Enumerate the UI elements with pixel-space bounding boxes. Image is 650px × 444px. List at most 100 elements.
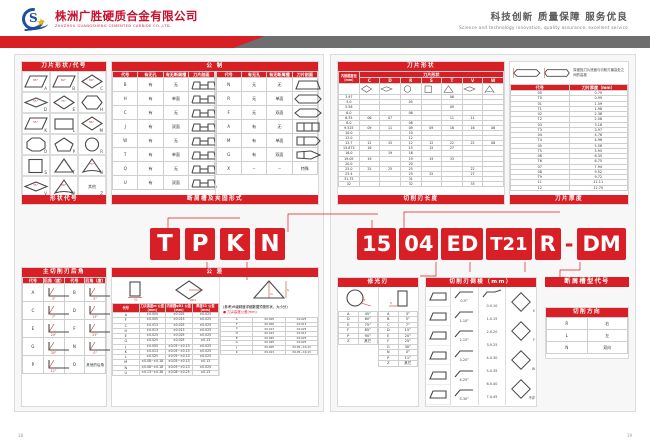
table-row[interactable]: F 85°	[338, 327, 378, 334]
shape-cell-k[interactable]: 55° K	[22, 113, 50, 134]
table-row[interactable]: T0 0.99	[510, 95, 628, 102]
table-row[interactable]: 12 12.70	[510, 184, 628, 191]
table-row[interactable]: E 75°	[338, 321, 378, 329]
code-block-t[interactable]: T	[150, 228, 180, 260]
table-row[interactable]: E 20°	[378, 332, 418, 340]
table-row[interactable]: C 7°	[378, 321, 418, 329]
table-row[interactable]: R 右	[546, 317, 628, 330]
table-row[interactable]: 02 2.38	[510, 111, 628, 118]
table-row[interactable]: T 有 单面	[111, 147, 217, 163]
table-row[interactable]: B 5°	[378, 316, 418, 324]
table-row[interactable]: R 无 单面	[215, 91, 322, 107]
chamfer-angle-item[interactable]: 3-20°	[451, 346, 478, 366]
edge-code-item[interactable]: F	[506, 316, 536, 345]
table-row[interactable]: 03 3.18	[510, 121, 628, 128]
table-row[interactable]: E 20° F 25°	[22, 319, 111, 339]
table-row[interactable]: Q 有 无	[111, 161, 217, 177]
table-row[interactable]: D 15°	[378, 327, 418, 334]
table-row[interactable]: T6 6.75	[510, 158, 628, 165]
table-row[interactable]: 06 6.35	[510, 153, 628, 160]
code-block-p[interactable]: P	[185, 228, 215, 260]
table-row[interactable]: 05 5.56	[510, 142, 628, 149]
table-row[interactable]: G 30° N 0°	[22, 337, 111, 357]
table-row[interactable]: 25.0 25 25 25 22	[338, 165, 504, 172]
chamfer-width-item[interactable]: 7-0.45	[486, 394, 498, 399]
code-block-15[interactable]: 15	[357, 228, 397, 260]
chamfer-width-item[interactable]: 1-0.15	[486, 316, 498, 321]
shape-cell-z[interactable]: 其他 Z	[78, 176, 106, 197]
chamfer-width-item[interactable]: 2-0.20	[486, 329, 498, 334]
table-row[interactable]: P 11° O 其他的后角	[22, 355, 106, 375]
table-row[interactable]: X -- -- 特殊	[215, 161, 319, 176]
shape-cell-w[interactable]: 80° W	[50, 176, 78, 197]
code-block-n[interactable]: N	[255, 228, 285, 260]
table-row[interactable]: 6.35 06 07 11 11	[338, 114, 504, 121]
edge-code-item[interactable]: W	[506, 345, 536, 374]
table-row[interactable]: L 左	[546, 329, 628, 342]
table-row[interactable]: T5 5.95	[510, 147, 628, 155]
table-row[interactable]: 25.4 25 25 27	[338, 170, 504, 177]
table-row[interactable]: 00 0.79	[510, 90, 628, 97]
chamfer-width-item[interactable]: 6-0.40	[486, 381, 498, 386]
chamfer-angle-item[interactable]: 5-30°	[451, 385, 478, 405]
table-row[interactable]: T9 9.72	[510, 174, 628, 181]
table-row[interactable]: 19.05 19 19 19 33	[338, 155, 504, 162]
chamfer-width-item[interactable]: 0-0.10	[486, 303, 498, 308]
table-row[interactable]: 07 7.94	[510, 163, 628, 170]
table-row[interactable]: 10.0 10	[338, 129, 504, 137]
table-row[interactable]: A 45°	[338, 310, 378, 318]
chamfer-width-item[interactable]: 4-0.30	[486, 355, 498, 360]
shape-cell-a[interactable]: 85° A	[22, 71, 50, 92]
table-row[interactable]: C ±0.013 ±0.025 ±0.025	[112, 322, 220, 329]
code-block-04[interactable]: 04	[399, 228, 439, 260]
table-row[interactable]: B 有 无	[111, 77, 217, 93]
shape-cell-p[interactable]: P	[50, 134, 78, 155]
chamfer-width-item[interactable]: 5-0.35	[486, 368, 498, 373]
table-row[interactable]: J 有 双面	[111, 119, 217, 135]
table-row[interactable]: T3 3.97	[510, 126, 628, 134]
shape-cell-m[interactable]: 86° M	[78, 113, 106, 134]
shape-cell-r[interactable]: R	[78, 134, 106, 155]
chamfer-angle-item[interactable]: 0-5°	[451, 287, 478, 307]
table-row[interactable]: 01 1.59	[510, 100, 628, 107]
table-row[interactable]: A 3° B 5°	[22, 283, 111, 303]
table-row[interactable]: 31.75 31	[338, 175, 504, 183]
shape-cell-t[interactable]: T	[50, 155, 78, 176]
table-row[interactable]: T2 2.58	[510, 116, 628, 123]
table-row[interactable]: U ±0.13~±0.38 ±0.08~±0.25 ±0.13	[112, 369, 220, 377]
table-row[interactable]: N 双向	[546, 341, 628, 354]
edge-code-item[interactable]: 不详	[506, 374, 536, 403]
table-row[interactable]: W 有 无	[111, 133, 217, 149]
table-row[interactable]: F 25°	[378, 338, 418, 345]
shape-cell-d[interactable]: 55° D	[22, 92, 50, 113]
table-row[interactable]: C 7° D 15°	[22, 301, 111, 321]
shape-cell-e[interactable]: 75° E	[50, 92, 78, 113]
table-row[interactable]: N 无 无	[215, 77, 321, 93]
table-row[interactable]: U 有 双面	[111, 175, 217, 191]
table-row[interactable]: 12.0 12	[338, 135, 504, 142]
chamfer-angle-item[interactable]: 4-25°	[451, 365, 478, 385]
shape-cell-h[interactable]: H	[78, 92, 106, 113]
table-row[interactable]: F 无 双面	[215, 105, 322, 121]
table-row[interactable]: N 0°	[378, 349, 418, 356]
edge-code-item[interactable]: E	[506, 287, 536, 316]
table-row[interactable]: D 60°	[338, 316, 378, 324]
shape-cell-l[interactable]: L	[50, 113, 78, 134]
code-block-ed[interactable]: ED	[441, 228, 484, 260]
table-row[interactable]: K ±0.013 ±0.05~±0.13	[220, 349, 318, 356]
shape-cell-s[interactable]: S	[22, 155, 50, 176]
table-row[interactable]: A 3°	[378, 310, 418, 318]
table-row[interactable]: M 有 单面	[215, 133, 321, 149]
table-row[interactable]: T1 1.98	[510, 105, 628, 113]
table-row[interactable]: 12.7 12 15 12 12 22 22 08	[338, 140, 504, 147]
shape-cell-c[interactable]: 80° C	[78, 71, 106, 92]
table-row[interactable]: G 30°	[378, 343, 418, 351]
table-row[interactable]: 32 32 33	[338, 181, 504, 188]
shape-cell-v[interactable]: 35° V	[22, 176, 50, 197]
table-row[interactable]: 08 9.52	[510, 168, 628, 176]
code-block-t21[interactable]: T21	[486, 228, 532, 260]
shape-cell-o[interactable]: O	[22, 134, 50, 155]
code-block-k[interactable]: K	[220, 228, 250, 260]
table-row[interactable]: 11 11.11	[510, 179, 628, 186]
shape-cell-u[interactable]: 75° U	[78, 155, 106, 176]
